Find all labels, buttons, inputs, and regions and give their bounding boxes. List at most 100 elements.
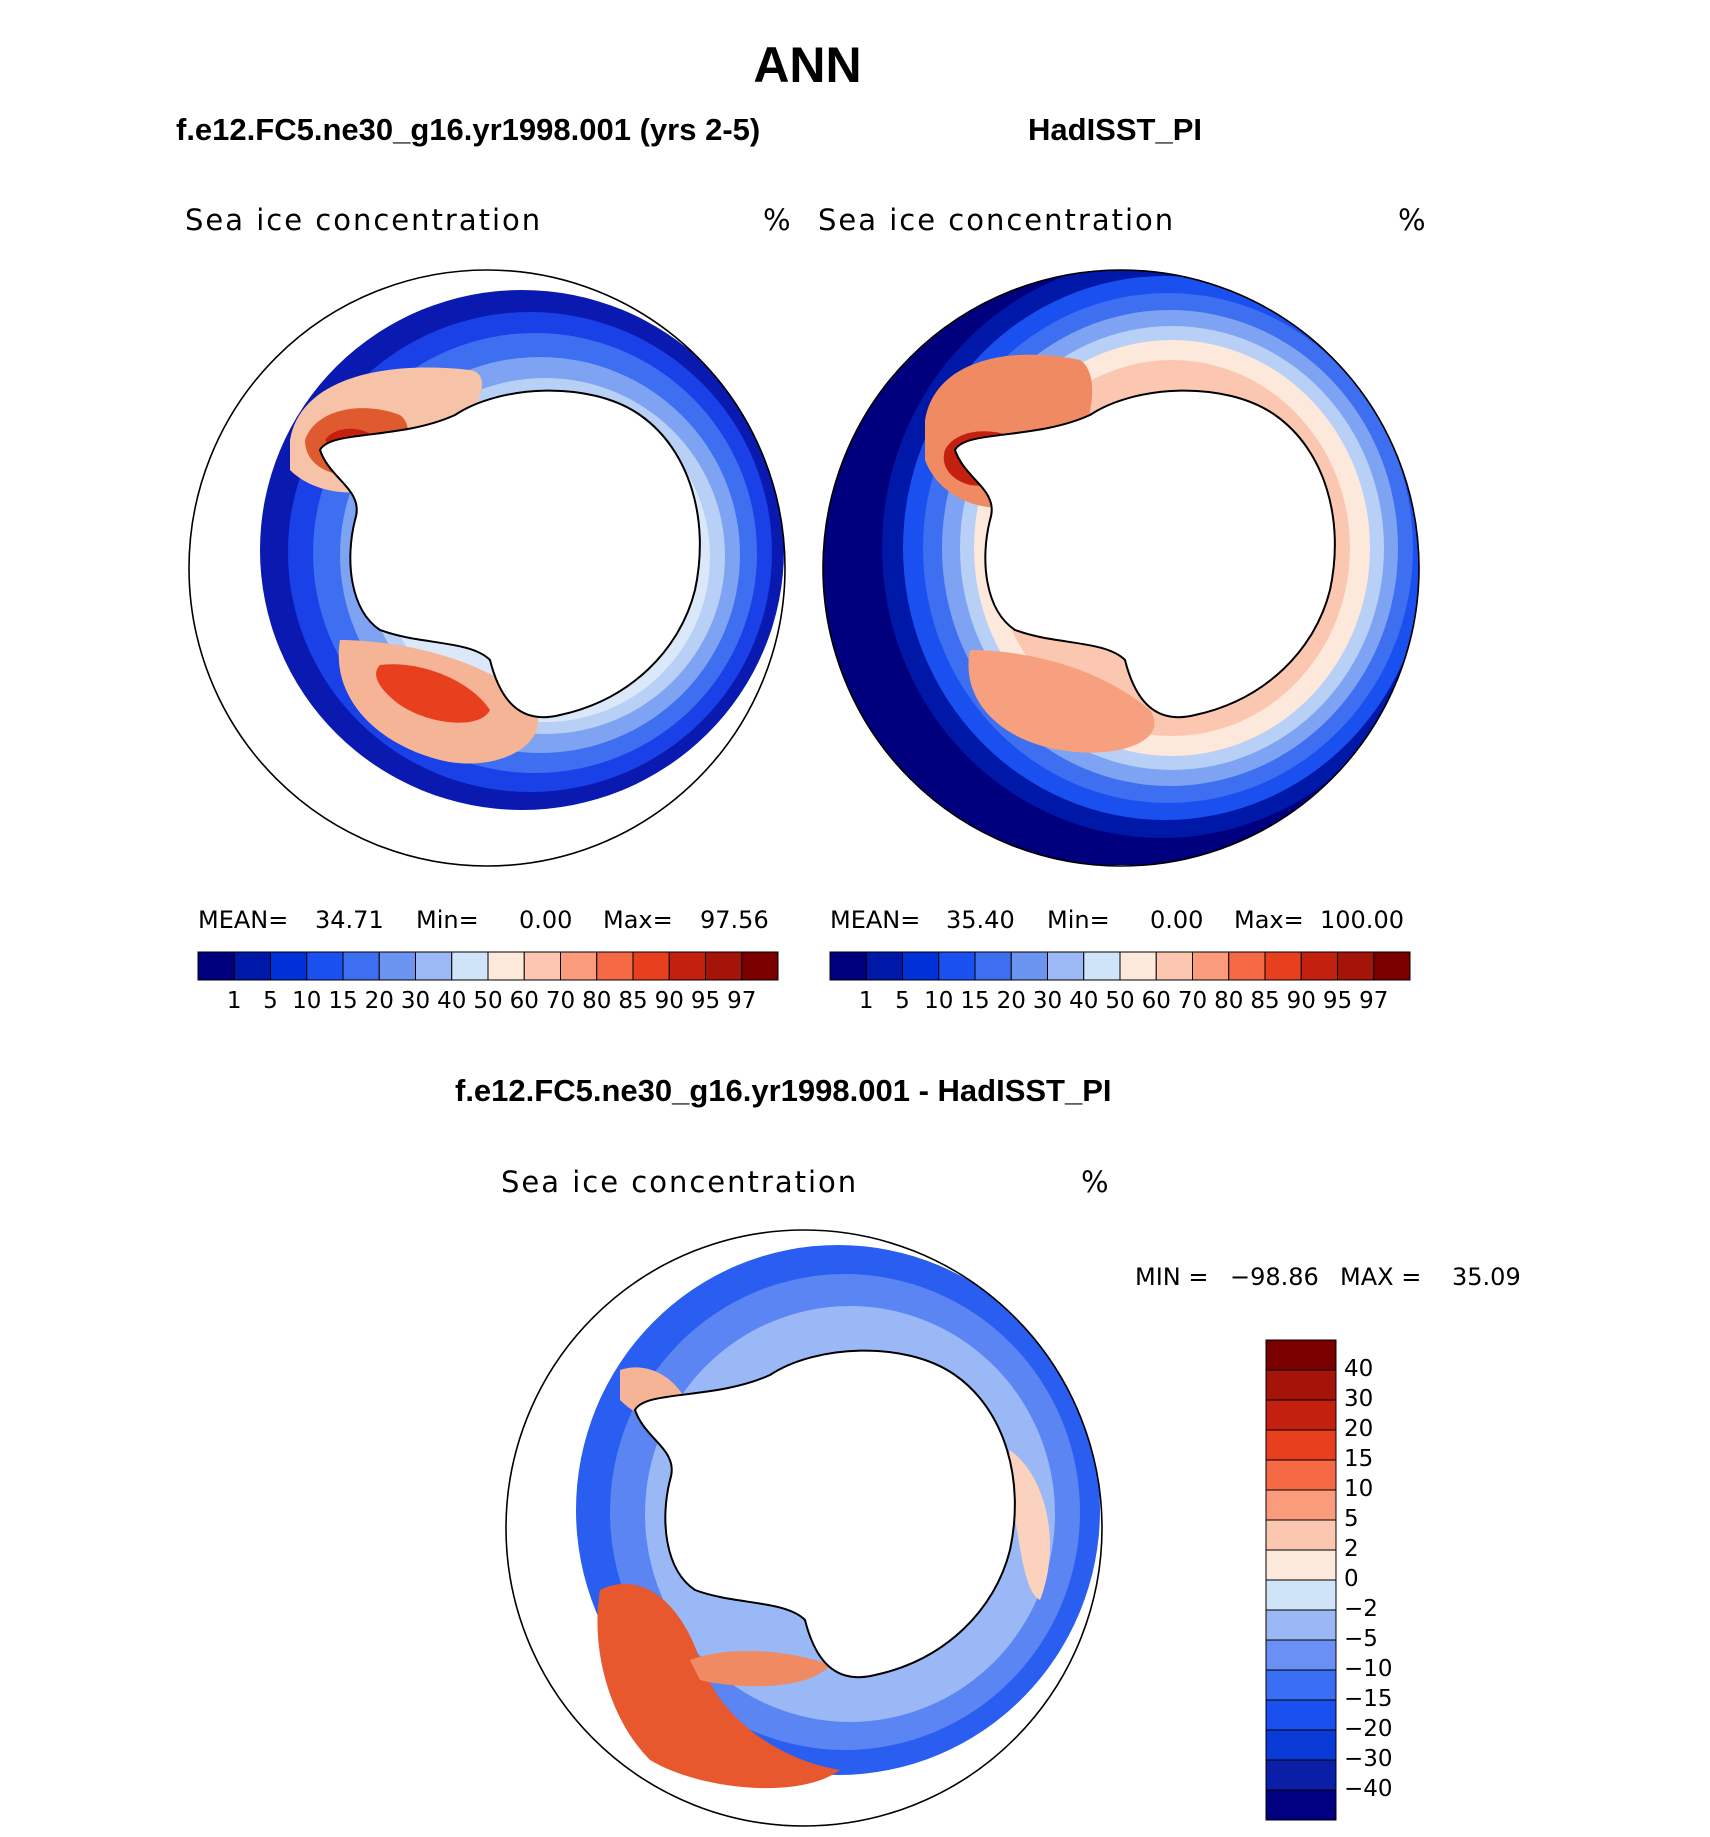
model-colorbar-tick: 50 <box>473 988 503 1014</box>
model-colorbar-tick: 30 <box>400 988 431 1014</box>
diff-colorbar-cell <box>1265 1399 1337 1431</box>
model-colorbar-cell <box>741 951 779 981</box>
diff-colorbar-cell <box>1265 1459 1337 1491</box>
model-subtitle: f.e12.FC5.ne30_g16.yr1998.001 (yrs 2-5) <box>176 112 761 147</box>
obs-mean-label: MEAN= <box>830 906 921 934</box>
obs-map <box>823 270 1419 865</box>
diff-colorbar-cell <box>1265 1519 1337 1551</box>
model-colorbar <box>197 951 779 981</box>
model-colorbar-tick: 90 <box>654 988 684 1014</box>
model-colorbar-cell <box>378 951 416 981</box>
model-map-ross-core <box>376 664 490 723</box>
model-max-value: 97.56 <box>700 906 769 934</box>
diff-colorbar-tick: −10 <box>1344 1656 1393 1682</box>
obs-colorbar-cell <box>938 951 976 981</box>
model-colorbar-cell <box>632 951 670 981</box>
obs-colorbar-tick: 1 <box>858 988 874 1014</box>
diff-colorbar-tick: −15 <box>1344 1686 1393 1712</box>
model-colorbar-tick: 15 <box>328 988 358 1014</box>
diff-variable-label: Sea ice concentration <box>501 1165 859 1199</box>
obs-variable-label: Sea ice concentration <box>818 203 1176 237</box>
model-colorbar-tick: 60 <box>509 988 539 1014</box>
model-map <box>260 290 784 810</box>
diff-colorbar-cell <box>1265 1639 1337 1671</box>
model-map-continent <box>318 389 701 719</box>
model-min-value: 0.00 <box>519 906 573 934</box>
diff-colorbar-tick: −2 <box>1344 1596 1378 1622</box>
obs-colorbar-cell <box>829 951 867 981</box>
model-colorbar-tick: 97 <box>727 988 757 1014</box>
model-colorbar-cell <box>233 951 271 981</box>
obs-colorbar-tick: 85 <box>1250 988 1280 1014</box>
diff-colorbar-cell <box>1265 1429 1337 1461</box>
model-colorbar-cell <box>668 951 706 981</box>
model-colorbar-cell <box>342 951 380 981</box>
diff-units-label: % <box>1081 1165 1111 1199</box>
model-colorbar-tick: 85 <box>618 988 648 1014</box>
model-colorbar-tick: 95 <box>690 988 721 1014</box>
diff-subtitle: f.e12.FC5.ne30_g16.yr1998.001 - HadISST_… <box>455 1073 1112 1108</box>
obs-colorbar-tick: 40 <box>1069 988 1099 1014</box>
diff-colorbar-cell <box>1265 1699 1337 1731</box>
model-colorbar-tick: 5 <box>263 988 278 1014</box>
model-map-outline <box>188 269 786 867</box>
model-colorbar-cell <box>487 951 525 981</box>
diff-colorbar-tick: 40 <box>1344 1356 1374 1382</box>
diff-colorbar-cell <box>1265 1549 1337 1581</box>
obs-max-value: 100.00 <box>1320 906 1404 934</box>
model-colorbar-tick: 1 <box>226 988 242 1014</box>
obs-map-outline <box>822 269 1420 867</box>
obs-subtitle: HadISST_PI <box>1028 112 1202 147</box>
model-colorbar-tick: 10 <box>292 988 322 1014</box>
obs-colorbar-cell <box>865 951 903 981</box>
obs-units-label: % <box>1398 203 1428 237</box>
model-mean-label: MEAN= <box>198 906 289 934</box>
diff-colorbar-cell <box>1265 1759 1337 1791</box>
diff-colorbar-tick: 0 <box>1344 1566 1359 1592</box>
diff-min-label: MIN = <box>1135 1263 1209 1291</box>
obs-map-ross <box>968 650 1155 753</box>
obs-min-label: Min= <box>1047 906 1110 934</box>
model-units-label: % <box>763 203 793 237</box>
diff-colorbar-tick: 15 <box>1344 1446 1374 1472</box>
diff-min-value: −98.86 <box>1230 1263 1319 1291</box>
obs-colorbar-cell <box>1155 951 1193 981</box>
model-colorbar-cell <box>596 951 634 981</box>
obs-colorbar-cell <box>1083 951 1121 981</box>
diff-colorbar-cell <box>1265 1729 1337 1761</box>
model-colorbar-cell <box>560 951 598 981</box>
obs-map-continent <box>953 389 1336 719</box>
diff-colorbar-tick: 10 <box>1344 1476 1374 1502</box>
diff-colorbar-tick: 30 <box>1344 1386 1374 1412</box>
diff-colorbar-tick: 2 <box>1344 1536 1359 1562</box>
obs-colorbar-cell <box>1119 951 1157 981</box>
model-colorbar-cell <box>270 951 308 981</box>
obs-colorbar-cell <box>1010 951 1048 981</box>
obs-colorbar-tick: 5 <box>895 988 910 1014</box>
obs-colorbar-tick: 90 <box>1286 988 1316 1014</box>
diff-map <box>576 1245 1100 1789</box>
obs-colorbar-tick: 95 <box>1322 988 1353 1014</box>
model-min-label: Min= <box>416 906 479 934</box>
model-colorbar-cell <box>523 951 561 981</box>
obs-colorbar-cell <box>1373 951 1411 981</box>
obs-colorbar-cell <box>1300 951 1338 981</box>
model-variable-label: Sea ice concentration <box>185 203 543 237</box>
model-colorbar-cell <box>306 951 344 981</box>
obs-colorbar-cell <box>1228 951 1266 981</box>
model-colorbar-tick: 40 <box>437 988 467 1014</box>
obs-colorbar-cell <box>1047 951 1085 981</box>
diff-colorbar-cell <box>1265 1489 1337 1521</box>
obs-colorbar <box>829 951 1411 981</box>
model-colorbar-cell <box>451 951 489 981</box>
obs-mean-value: 35.40 <box>946 906 1015 934</box>
obs-colorbar-tick: 50 <box>1105 988 1135 1014</box>
obs-colorbar-tick: 97 <box>1359 988 1389 1014</box>
obs-max-label: Max= <box>1234 906 1304 934</box>
model-colorbar-tick: 70 <box>545 988 576 1014</box>
obs-colorbar-cell <box>902 951 940 981</box>
obs-colorbar-tick: 20 <box>996 988 1026 1014</box>
obs-colorbar-tick: 15 <box>960 988 990 1014</box>
diff-colorbar-tick: −5 <box>1344 1626 1378 1652</box>
